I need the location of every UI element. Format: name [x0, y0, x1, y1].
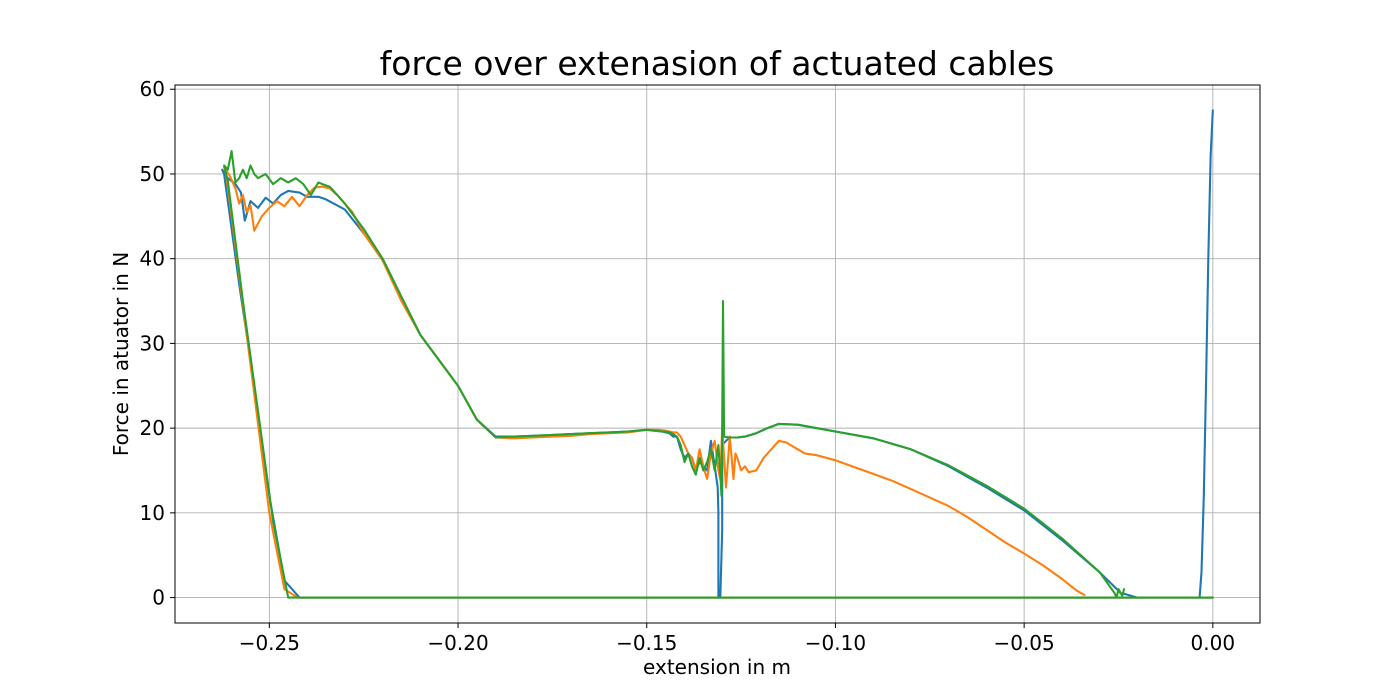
axis-ticks: −0.25 −0.20 −0.15 −0.10 −0.05 0.00 0 10 20 30 40 50…	[140, 77, 1236, 655]
x-tick-label: −0.25	[239, 631, 300, 655]
x-axis-label: extension in m	[643, 655, 791, 679]
x-tick-label: −0.15	[616, 631, 677, 655]
series-line-1	[221, 109, 1214, 599]
series-line-3	[223, 150, 1214, 599]
x-tick-label: −0.05	[993, 631, 1054, 655]
plot-area-frame	[174, 84, 1261, 624]
grid	[175, 85, 1260, 623]
y-tick-label: 30	[140, 331, 165, 355]
x-tick-label: 0.00	[1191, 631, 1236, 655]
y-tick-label: 0	[152, 586, 165, 610]
y-tick-label: 40	[140, 247, 165, 271]
y-tick-label: 50	[140, 162, 165, 186]
y-axis-label: Force in atuator in N	[109, 252, 133, 456]
series-layer	[221, 109, 1214, 599]
chart-title: force over extenasion of actuated cables	[380, 44, 1055, 83]
y-tick-label: 10	[140, 501, 165, 525]
x-tick-label: −0.20	[427, 631, 488, 655]
y-tick-label: 20	[140, 416, 165, 440]
x-tick-label: −0.10	[805, 631, 866, 655]
y-tick-label: 60	[140, 77, 165, 101]
